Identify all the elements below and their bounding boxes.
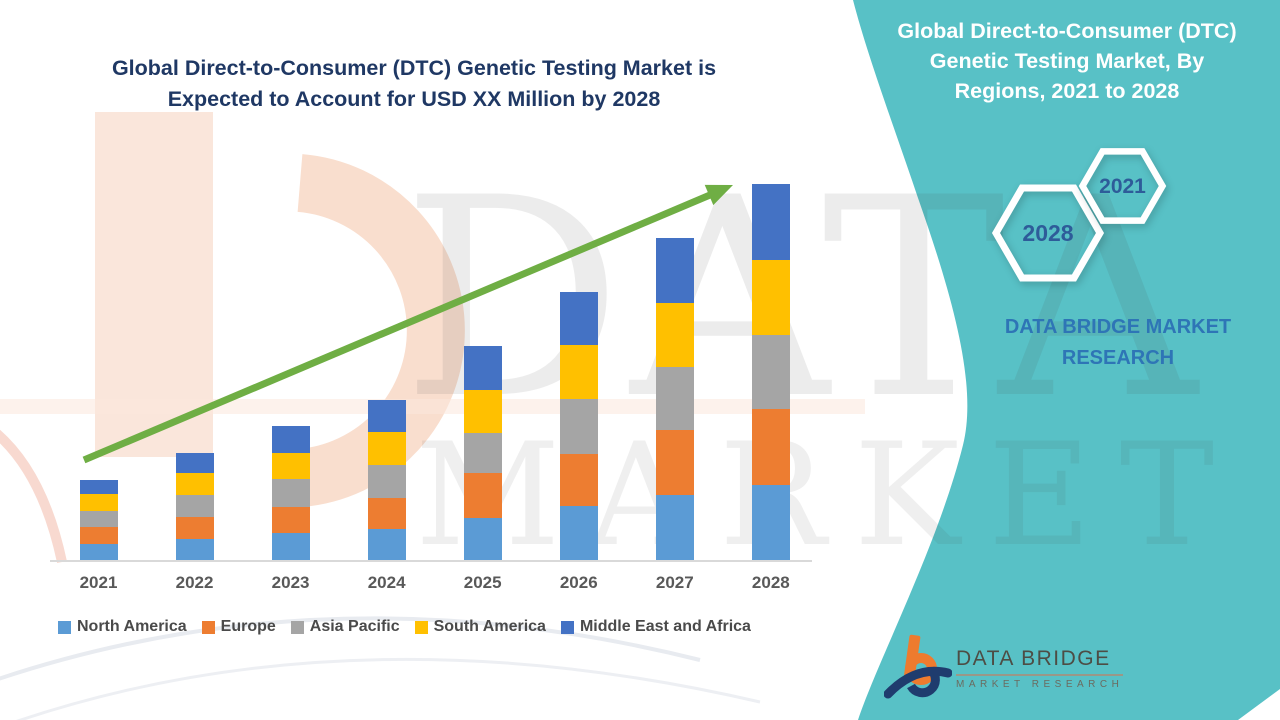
bar-2021-segment-middle-east-and-africa [79,479,118,494]
x-axis-label-2024: 2024 [367,573,406,592]
legend-swatch [290,620,304,634]
x-axis-label-2023: 2023 [271,573,310,592]
bar-2027-segment-middle-east-and-africa [655,237,694,303]
background-swirl [16,657,761,720]
legend-label: Middle East and Africa [579,618,751,635]
bar-2022 [175,0,214,560]
bar-2027-segment-south-america [655,302,694,367]
bar-2022-segment-asia-pacific [175,494,214,517]
legend-swatch [201,620,215,634]
bar-2026 [559,0,598,560]
x-axis-label-2025: 2025 [463,573,502,592]
bar-2022-segment-europe [175,516,214,539]
bar-2027-segment-asia-pacific [655,366,694,430]
chart-legend: North America Europe Asia Pacific South Ame… [58,618,751,636]
legend-swatch [560,620,574,634]
bar-2025-segment-north-america [463,517,502,560]
x-axis-label-2028: 2028 [751,573,790,592]
legend-label: North America [77,618,187,635]
bar-2028-segment-asia-pacific [751,334,790,409]
x-axis-label-2022: 2022 [175,573,214,592]
chart-headline: Global Direct-to-Consumer (DTC) Genetic … [111,56,717,111]
legend-label: Asia Pacific [309,618,400,635]
trend-arrow-head [704,184,733,206]
bar-2025-segment-middle-east-and-africa [463,345,502,390]
x-axis-label-2021: 2021 [79,573,118,592]
bar-2022-segment-south-america [175,472,214,495]
bar-2024 [367,0,406,560]
bar-2025-segment-europe [463,472,502,518]
bar-2024-segment-middle-east-and-africa [367,399,406,432]
bar-2021-segment-asia-pacific [79,510,118,527]
x-axis-label-2026: 2026 [559,573,598,592]
legend-swatch [58,620,71,634]
bar-2023 [271,0,310,560]
bar-2027-segment-europe [655,429,694,495]
bar-2023-segment-middle-east-and-africa [271,425,310,453]
x-axis-line [50,560,812,562]
legend-label: Europe [220,618,276,635]
legend-item-south-america: South America [414,618,546,636]
bar-2023-segment-europe [271,506,310,533]
bar-2021-segment-south-america [79,493,118,511]
bar-2021 [79,0,118,560]
bar-2022-segment-middle-east-and-africa [175,452,214,473]
bar-2028-segment-europe [751,408,790,485]
bar-2026-segment-south-america [559,344,598,399]
legend-item-middle-east-and-africa: Middle East and Africa [560,618,751,636]
x-axis-label-2027: 2027 [655,573,694,592]
bar-2024-segment-north-america [367,528,406,560]
legend-item-asia-pacific: Asia Pacific [290,618,400,636]
bar-2026-segment-europe [559,453,598,506]
bar-2021-segment-europe [79,526,118,544]
bar-2025 [463,0,502,560]
legend-item-europe: Europe [201,618,276,636]
bar-2026-segment-middle-east-and-africa [559,291,598,345]
background-swirl [0,616,701,681]
bar-2024-segment-europe [367,497,406,529]
bar-2027 [655,0,694,560]
bar-2028-segment-middle-east-and-africa [751,183,790,260]
legend-label: South America [433,618,546,635]
legend-swatch [414,620,428,634]
bar-2027-segment-north-america [655,494,694,560]
bar-2024-segment-asia-pacific [367,464,406,498]
watermark-swoosh [0,429,67,564]
bar-2023-segment-asia-pacific [271,478,310,507]
bar-2023-segment-south-america [271,452,310,479]
bar-2028 [751,0,790,560]
bar-2028-segment-north-america [751,484,790,560]
bar-2023-segment-north-america [271,532,310,560]
bar-2028-segment-south-america [751,259,790,335]
bar-2021-segment-north-america [79,543,118,560]
bar-2026-segment-north-america [559,505,598,560]
legend-item-north-america: North America [58,618,187,636]
bar-2025-segment-asia-pacific [463,432,502,473]
bar-2024-segment-south-america [367,431,406,465]
bar-2026-segment-asia-pacific [559,398,598,454]
bar-2025-segment-south-america [463,389,502,433]
bar-2022-segment-north-america [175,538,214,560]
